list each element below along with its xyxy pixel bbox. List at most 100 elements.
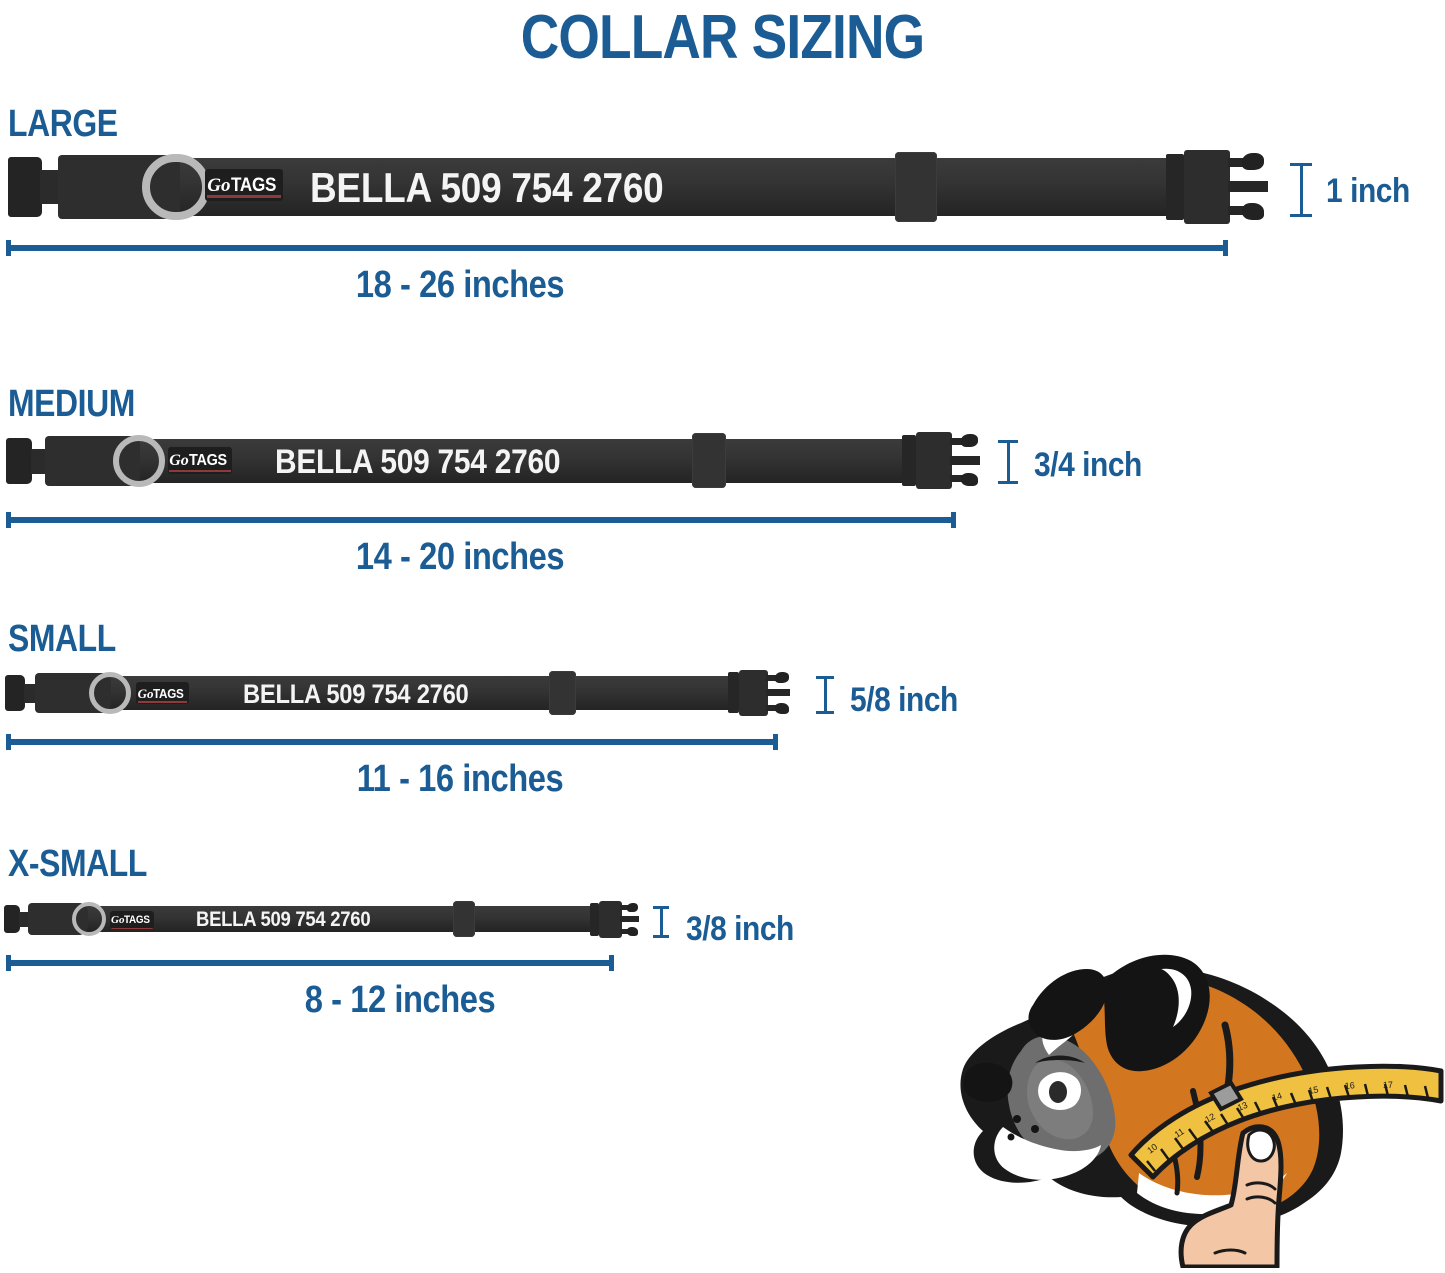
buckle-male-tip-top <box>775 672 789 683</box>
width-label-xsmall: 3/8 inch <box>686 910 794 948</box>
length-label-medium: 14 - 20 inches <box>355 536 565 578</box>
buckle-female-tab <box>6 438 32 484</box>
brand-tag-tags: TAGS <box>153 685 185 701</box>
width-marker-stem <box>659 906 663 938</box>
brand-tag-underline <box>111 927 153 929</box>
svg-text:14: 14 <box>1271 1091 1283 1103</box>
page-title: COLLAR SIZING <box>520 3 925 72</box>
width-marker-cap-bottom <box>816 711 834 714</box>
keeper-loop <box>895 152 937 222</box>
buckle-female-waist <box>24 684 38 703</box>
hand-thumb-crease <box>1213 1248 1247 1255</box>
brand-tag-gotags: Go TAGS <box>136 682 189 704</box>
svg-text:11: 11 <box>1173 1126 1186 1139</box>
dimension-tick-right <box>609 955 614 971</box>
d-ring <box>113 435 165 487</box>
engraved-text-large: BELLA 509 754 2760 <box>310 164 664 211</box>
brand-tag-tags: TAGS <box>188 451 227 469</box>
buckle-male-prong-bottom <box>1228 206 1248 215</box>
dog-measuring-illustration: 10 11 12 13 14 15 16 17 <box>925 855 1445 1270</box>
engraved-text-xsmall: BELLA 509 754 2760 <box>196 908 371 931</box>
size-row-large: LARGE Go TAGS BELLA 509 754 2760 <box>0 0 1445 320</box>
brand-tag-go: Go <box>137 685 154 701</box>
width-label-small: 5/8 inch <box>850 681 958 719</box>
buckle-female-waist <box>40 170 62 204</box>
brand-tag-tags: TAGS <box>124 913 151 926</box>
size-row-xsmall: X-SMALL Go TAGS BELLA 509 754 2760 3/8 i… <box>0 733 1445 1033</box>
size-row-medium: MEDIUM Go TAGS BELLA 509 754 2760 3/4 in… <box>0 280 1445 580</box>
width-label-large: 1 inch <box>1326 172 1410 210</box>
dimension-bar <box>6 960 614 966</box>
width-marker-stem <box>823 676 827 714</box>
buckle-male-body <box>599 901 622 938</box>
svg-text:10: 10 <box>1145 1142 1159 1156</box>
tape-numbers: 10 11 12 13 14 15 16 17 <box>1145 1080 1393 1156</box>
width-marker-stem <box>1006 440 1010 484</box>
dimension-bar <box>6 517 956 523</box>
buckle-male-body <box>739 670 768 716</box>
width-marker-medium <box>998 440 1018 484</box>
buckle-male-prong-middle <box>950 456 980 465</box>
buckle-male-tip-top <box>1242 153 1264 170</box>
width-marker-xsmall <box>653 906 669 938</box>
hand-fingernail <box>1246 1128 1276 1163</box>
length-label-xsmall: 8 - 12 inches <box>304 979 496 1021</box>
buckle-male-prong-top <box>1228 158 1248 167</box>
buckle-male-body <box>916 432 952 489</box>
dimension-bar <box>6 739 778 745</box>
buckle-male-prong-top <box>620 905 630 910</box>
tape-metal-clip <box>1208 1080 1244 1112</box>
dimension-tick-right <box>773 734 778 750</box>
svg-text:15: 15 <box>1308 1084 1320 1096</box>
size-row-small: SMALL Go TAGS BELLA 509 754 2760 5/8 inc… <box>0 508 1445 808</box>
tape-ticks <box>1146 1083 1430 1172</box>
brand-tag-underline <box>137 700 188 703</box>
buckle-female-tab <box>8 157 42 217</box>
measuring-hand <box>1178 1124 1284 1270</box>
width-marker-large <box>1290 163 1312 217</box>
buckle-male-prong-middle <box>766 689 790 696</box>
buckle-male-tip-bottom <box>1242 203 1264 220</box>
buckle-male-prong-top <box>950 438 965 445</box>
buckle-female-waist <box>31 449 48 474</box>
size-name-xsmall: X-SMALL <box>8 843 147 885</box>
buckle-male-band <box>728 672 739 713</box>
svg-text:17: 17 <box>1383 1080 1393 1090</box>
d-ring <box>142 154 210 220</box>
dimension-tick-right <box>951 512 956 528</box>
length-label-small: 11 - 16 inches <box>356 758 564 800</box>
dog-whisker-dot-1 <box>1013 1115 1021 1123</box>
keeper-loop <box>549 671 576 715</box>
buckle-male-band <box>590 903 599 936</box>
dog-nose <box>963 1062 1013 1102</box>
brand-tag-gotags: Go TAGS <box>168 447 232 474</box>
keeper-loop <box>453 901 475 937</box>
d-ring <box>89 672 131 714</box>
svg-text:16: 16 <box>1344 1080 1355 1091</box>
length-dimension-xsmall <box>6 955 614 971</box>
width-label-medium: 3/4 inch <box>1034 446 1142 484</box>
size-name-small: SMALL <box>8 618 116 660</box>
measuring-tape: 10 11 12 13 14 15 16 17 <box>1128 1063 1444 1180</box>
length-label-large: 18 - 26 inches <box>355 264 565 306</box>
length-dimension-large <box>6 240 1228 256</box>
hand-shape <box>1178 1124 1284 1270</box>
length-dimension-medium <box>6 512 956 528</box>
brand-tag-underline <box>207 194 281 198</box>
dog-eye-brow <box>1035 1055 1085 1063</box>
width-marker-stem <box>1299 163 1303 217</box>
buckle-female-waist <box>19 912 30 927</box>
buckle-female-tab <box>4 905 20 933</box>
buckle-male-prong-bottom <box>766 705 778 711</box>
d-ring <box>72 902 106 936</box>
dog-whisker-dot-2 <box>1031 1125 1039 1133</box>
brand-tag-tags: TAGS <box>230 174 276 196</box>
hand-knuckle-crease-1 <box>1245 1181 1277 1191</box>
buckle-male-tip-bottom <box>775 703 789 714</box>
buckle-male-tip-top <box>627 903 638 912</box>
width-marker-cap-bottom <box>998 481 1018 484</box>
length-dimension-small <box>6 734 778 750</box>
hand-knuckle-crease-2 <box>1245 1195 1277 1205</box>
buckle-male-prong-top <box>766 675 778 681</box>
engraved-text-medium: BELLA 509 754 2760 <box>275 442 561 481</box>
